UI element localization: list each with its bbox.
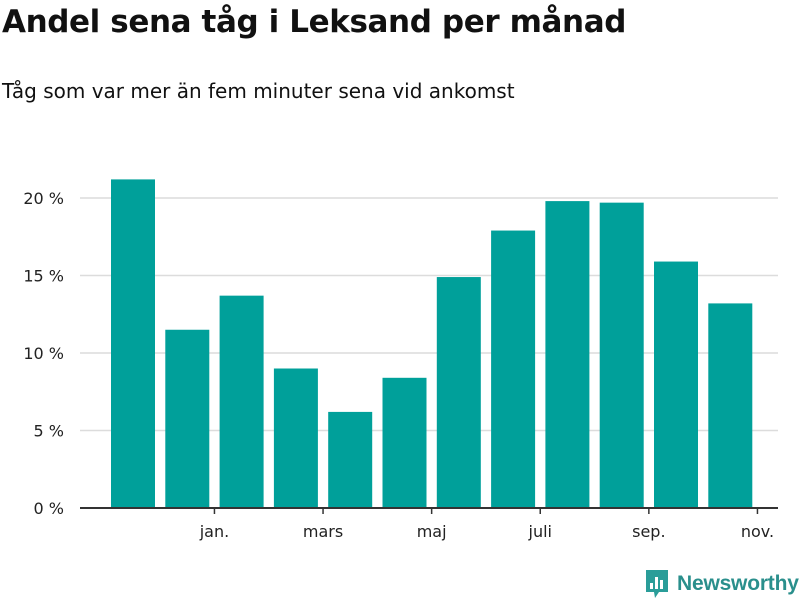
bar-apr: [328, 411, 373, 508]
bar-feb: [219, 295, 264, 508]
y-tick-label: 0 %: [34, 499, 64, 518]
y-tick-label: 5 %: [34, 422, 64, 441]
chart-subtitle: Tåg som var mer än fem minuter sena vid …: [2, 79, 515, 103]
x-tick-label: sep.: [632, 522, 665, 541]
bar-juni: [436, 277, 481, 508]
bar-aug: [545, 201, 590, 508]
bar-dec: [111, 179, 155, 508]
x-tick-label: maj: [417, 522, 447, 541]
x-tick-label: mars: [303, 522, 343, 541]
bar-juli: [491, 230, 536, 509]
x-axis-ticks: jan. mars maj juli sep. nov.: [199, 508, 774, 541]
y-tick-label: 10 %: [23, 344, 64, 363]
bar-sep: [599, 202, 644, 508]
x-tick-label: jan.: [199, 522, 229, 541]
y-axis-tick-labels: 0 % 5 % 10 % 15 % 20 %: [23, 189, 64, 518]
y-tick-label: 15 %: [23, 267, 64, 286]
bar-nov: [708, 303, 753, 508]
bar-maj: [382, 377, 427, 508]
bar-jan: [165, 329, 210, 508]
x-tick-label: nov.: [741, 522, 774, 541]
brand-name: Newsworthy: [677, 572, 799, 595]
newsworthy-brand: Newsworthy: [644, 568, 799, 600]
x-tick-label: juli: [528, 522, 552, 541]
chart-title: Andel sena tåg i Leksand per månad: [2, 4, 627, 40]
bar-mars: [273, 368, 318, 508]
bars: [111, 179, 753, 509]
y-tick-label: 20 %: [23, 189, 64, 208]
newsworthy-logo-icon: [646, 570, 668, 598]
bar-okt: [654, 261, 698, 508]
